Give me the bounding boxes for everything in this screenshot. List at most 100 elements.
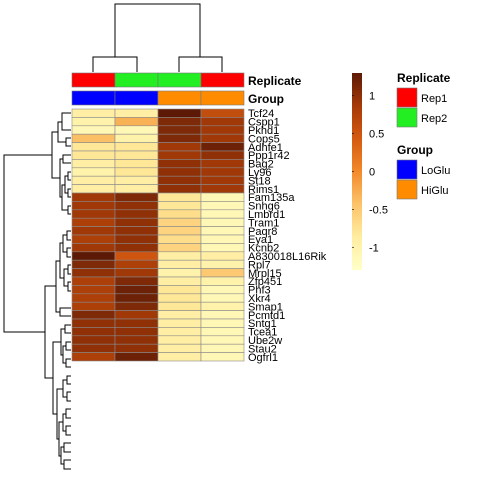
- heatmap-cell: [71, 133, 116, 143]
- heatmap-cell: [71, 276, 116, 286]
- heatmap-cell: [200, 117, 245, 127]
- heatmap-cell: [114, 318, 159, 328]
- annotation-cell-group: [71, 90, 116, 106]
- heatmap-cell: [71, 335, 116, 345]
- heatmap-cell: [157, 335, 202, 345]
- heatmap-cell: [200, 217, 245, 227]
- row-label: Mrpl15: [248, 268, 282, 280]
- heatmap-cell: [114, 133, 159, 143]
- heatmap-cell: [157, 259, 202, 269]
- row-label: Sntg1: [248, 318, 277, 330]
- heatmap-cell: [157, 159, 202, 169]
- heatmap-cell: [114, 251, 159, 261]
- heatmap-cell: [114, 301, 159, 311]
- annotation-cell-group: [200, 90, 245, 106]
- heatmap-cell: [71, 150, 116, 160]
- heatmap-cell: [114, 209, 159, 219]
- heatmap-cell: [200, 209, 245, 219]
- legend-swatch: [396, 159, 418, 180]
- heatmap-cell: [157, 301, 202, 311]
- heatmap-cell: [71, 268, 116, 278]
- heatmap-cell: [157, 226, 202, 236]
- heatmap-cell: [200, 167, 245, 177]
- row-label: Lmbrd1: [248, 209, 285, 221]
- heatmap-cell: [114, 108, 159, 118]
- row-label: Tcea1: [248, 327, 277, 339]
- heatmap-cell: [71, 285, 116, 295]
- heatmap-cell: [114, 201, 159, 211]
- heatmap-cell: [114, 142, 159, 152]
- heatmap-cell: [157, 276, 202, 286]
- heatmap-cell: [200, 343, 245, 353]
- heatmap-cell: [157, 167, 202, 177]
- heatmap-cell: [71, 142, 116, 152]
- heatmap-cell: [71, 125, 116, 135]
- legend-item-label: LoGlu: [421, 165, 450, 177]
- row-label: Zfp451: [248, 276, 282, 288]
- color-scale-legend: 1 0.5 0 -0.5 -1: [352, 73, 388, 270]
- heatmap-cell: [71, 318, 116, 328]
- heatmap-cell: [157, 125, 202, 135]
- color-scale-tick-label: -0.5: [369, 204, 388, 216]
- annotation-cell-replicate: [157, 72, 202, 88]
- heatmap-cell: [157, 285, 202, 295]
- color-scale-tick-label: -1: [369, 242, 379, 254]
- row-label: Kcnb2: [248, 243, 279, 255]
- heatmap-cell: [200, 318, 245, 328]
- heatmap-cell: [157, 142, 202, 152]
- annotation-cell-group: [157, 90, 202, 106]
- heatmap-cell: [71, 184, 116, 194]
- row-label: Ube2w: [248, 335, 282, 347]
- heatmap-cell: [114, 285, 159, 295]
- heatmap-cell: [200, 175, 245, 185]
- row-label: Cops5: [248, 133, 280, 145]
- heatmap-cell: [200, 327, 245, 337]
- row-label: Ly96: [248, 167, 271, 179]
- heatmap-cell: [114, 167, 159, 177]
- legend-item-label: Rep1: [421, 93, 447, 105]
- annotation-legends: Replicate Rep1 Rep2 Group LoGlu HiGlu: [396, 71, 451, 200]
- row-label: Xkr4: [248, 293, 271, 305]
- heatmap-cell: [114, 293, 159, 303]
- heatmap-cell: [71, 192, 116, 202]
- row-label: Paqr8: [248, 226, 277, 238]
- heatmap-cell: [157, 327, 202, 337]
- heatmap-cell: [71, 167, 116, 177]
- annotation-label: Group: [248, 92, 284, 106]
- row-label: Fam135a: [248, 192, 295, 204]
- heatmap-cell: [157, 217, 202, 227]
- row-labels: Tcf24Cspp1Pkhd1Cops5Adhfe1Ppp1r42Bag2Ly9…: [248, 108, 327, 364]
- heatmap-cell: [114, 343, 159, 353]
- legend-title: Replicate: [397, 71, 451, 85]
- heatmap-cell: [200, 276, 245, 286]
- heatmap-cell: [71, 301, 116, 311]
- annotation-bars: Replicate Group: [71, 72, 302, 106]
- heatmap-cell: [200, 125, 245, 135]
- heatmap-cell: [157, 268, 202, 278]
- heatmap-cell: [71, 310, 116, 320]
- heatmap-cell: [200, 285, 245, 295]
- heatmap-cell: [157, 192, 202, 202]
- heatmap-cell: [200, 301, 245, 311]
- heatmap-cell: [71, 209, 116, 219]
- color-scale-bar: [352, 73, 362, 270]
- heatmap-cell: [71, 243, 116, 253]
- column-dendrogram: [92, 3, 223, 72]
- annotation-cell-replicate: [71, 72, 116, 88]
- heatmap-cell: [200, 142, 245, 152]
- heatmap-cell: [200, 259, 245, 269]
- heatmap-cell: [157, 175, 202, 185]
- heatmap-cell: [71, 259, 116, 269]
- row-label: Stau2: [248, 343, 277, 355]
- heatmap-cell: [114, 117, 159, 127]
- row-dendrogram: [3, 112, 71, 470]
- heatmap-cell: [200, 251, 245, 261]
- heatmap-cell: [114, 175, 159, 185]
- heatmap-cell: [157, 201, 202, 211]
- heatmap-cell: [71, 352, 116, 362]
- heatmap-cell: [71, 217, 116, 227]
- row-label: Snhg6: [248, 201, 280, 213]
- heatmap-cell: [200, 133, 245, 143]
- heatmap-cell: [200, 293, 245, 303]
- color-scale-tick-label: 1: [369, 91, 375, 103]
